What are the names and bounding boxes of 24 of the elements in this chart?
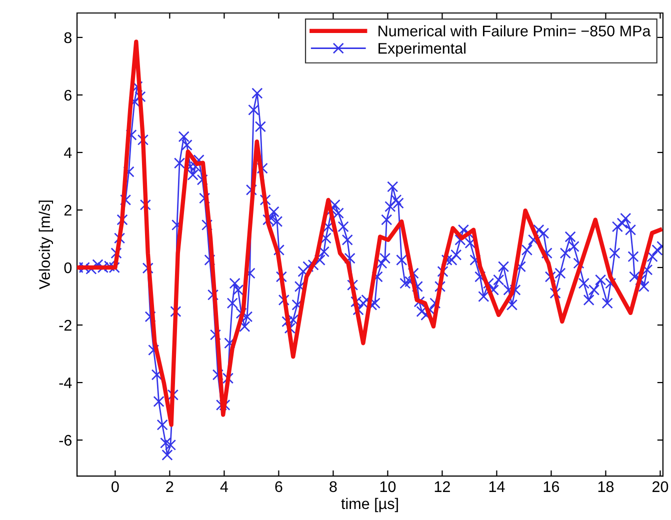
- x-tick-label: 14: [489, 481, 505, 492]
- y-tick-label: 8: [64, 32, 72, 44]
- x-axis-title: time [µs]: [341, 498, 398, 512]
- x-tick-label: 16: [544, 481, 560, 492]
- x-tick-label: 0: [112, 481, 119, 492]
- legend-label: Numerical with Failure Pmin= −850 MPa: [378, 25, 651, 36]
- line-series: [77, 40, 662, 427]
- y-tick-label: 6: [64, 90, 72, 101]
- y-tick-label: -2: [59, 320, 72, 331]
- y-tick-label: 0: [64, 262, 72, 274]
- x-tick-label: 2: [166, 481, 174, 492]
- x-tick-label: 20: [652, 481, 668, 492]
- y-tick-label: -6: [59, 434, 72, 446]
- x-tick-label: 6: [275, 481, 282, 492]
- y-tick-label: 2: [64, 204, 72, 216]
- x-tick-label: 10: [380, 481, 396, 492]
- x-tick-label: 8: [330, 481, 337, 492]
- legend-label: Experimental: [378, 42, 466, 57]
- x-tick-label: 4: [220, 481, 228, 492]
- y-axis-title: Velocity [m/s]: [38, 200, 54, 290]
- x-tick-label: 18: [598, 481, 614, 492]
- y-tick-label: -4: [59, 378, 72, 388]
- x-tick-label: 12: [434, 481, 450, 492]
- y-tick-label: 4: [64, 148, 72, 158]
